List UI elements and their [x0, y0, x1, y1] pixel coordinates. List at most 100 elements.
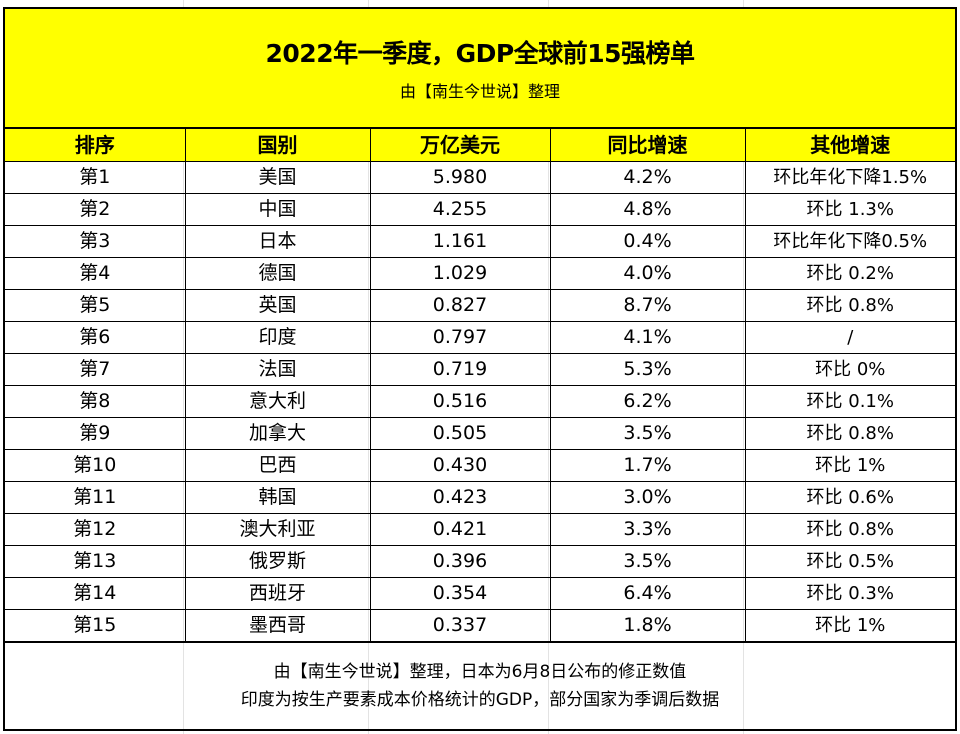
rank-cell[interactable]: 第13: [5, 545, 186, 578]
country-cell[interactable]: 印度: [184, 321, 371, 354]
yoy-growth-cell[interactable]: 3.5%: [549, 545, 746, 578]
column-header-other-growth[interactable]: 其他增速: [744, 128, 955, 162]
country-cell[interactable]: 韩国: [184, 481, 371, 514]
subtitle: 由【南生今世说】整理: [399, 82, 560, 101]
yoy-growth-cell[interactable]: 1.7%: [549, 449, 746, 482]
column-header-yoy-growth[interactable]: 同比增速: [549, 128, 746, 162]
table-row: 第5 英国 0.827 8.7% 环比 0.8%: [5, 289, 955, 322]
gdp-table: 排序 国别 万亿美元 同比增速 其他增速 第1 美国 5.980 4.2% 环比年化下降…: [5, 128, 955, 642]
gdp-cell[interactable]: 0.354: [369, 577, 551, 610]
rank-cell[interactable]: 第1: [5, 161, 186, 194]
yoy-growth-cell[interactable]: 4.1%: [549, 321, 746, 354]
rank-cell[interactable]: 第6: [5, 321, 186, 354]
table-row: 第3 日本 1.161 0.4% 环比年化下降0.5%: [5, 225, 955, 258]
rank-cell[interactable]: 第2: [5, 193, 186, 226]
table-row: 第13 俄罗斯 0.396 3.5% 环比 0.5%: [5, 545, 955, 578]
gdp-cell[interactable]: 0.396: [369, 545, 551, 578]
table-row: 第6 印度 0.797 4.1% /: [5, 321, 955, 354]
title-block: 2022年一季度，GDP全球前15强榜单 由【南生今世说】整理: [5, 9, 955, 128]
other-growth-cell[interactable]: 环比 1%: [744, 609, 955, 642]
gdp-cell[interactable]: 0.516: [369, 385, 551, 418]
country-cell[interactable]: 墨西哥: [184, 609, 371, 642]
column-header-gdp[interactable]: 万亿美元: [369, 128, 551, 162]
footer-note: 由【南生今世说】整理，日本为6月8日公布的修正数值: [273, 662, 687, 682]
rank-cell[interactable]: 第12: [5, 513, 186, 546]
other-growth-cell[interactable]: 环比 0.1%: [744, 385, 955, 418]
other-growth-cell[interactable]: 环比年化下降1.5%: [744, 161, 955, 194]
rank-cell[interactable]: 第8: [5, 385, 186, 418]
country-cell[interactable]: 巴西: [184, 449, 371, 482]
gdp-ranking-sheet: 2022年一季度，GDP全球前15强榜单 由【南生今世说】整理 排序 国别 万亿…: [3, 7, 957, 731]
gdp-cell[interactable]: 1.161: [369, 225, 551, 258]
other-growth-cell[interactable]: 环比 1.3%: [744, 193, 955, 226]
table-row: 第8 意大利 0.516 6.2% 环比 0.1%: [5, 385, 955, 418]
country-cell[interactable]: 中国: [184, 193, 371, 226]
yoy-growth-cell[interactable]: 3.0%: [549, 481, 746, 514]
country-cell[interactable]: 美国: [184, 161, 371, 194]
gdp-cell[interactable]: 1.029: [369, 257, 551, 290]
rank-cell[interactable]: 第4: [5, 257, 186, 290]
header-row: 排序 国别 万亿美元 同比增速 其他增速: [5, 128, 955, 162]
yoy-growth-cell[interactable]: 1.8%: [549, 609, 746, 642]
yoy-growth-cell[interactable]: 4.0%: [549, 257, 746, 290]
rank-cell[interactable]: 第3: [5, 225, 186, 258]
column-header-country[interactable]: 国别: [184, 128, 371, 162]
gdp-cell[interactable]: 0.423: [369, 481, 551, 514]
yoy-growth-cell[interactable]: 6.2%: [549, 385, 746, 418]
gdp-cell[interactable]: 0.827: [369, 289, 551, 322]
other-growth-cell[interactable]: 环比 0.5%: [744, 545, 955, 578]
yoy-growth-cell[interactable]: 8.7%: [549, 289, 746, 322]
table-row: 第7 法国 0.719 5.3% 环比 0%: [5, 353, 955, 386]
country-cell[interactable]: 澳大利亚: [184, 513, 371, 546]
rank-cell[interactable]: 第10: [5, 449, 186, 482]
other-growth-cell[interactable]: 环比 0.8%: [744, 289, 955, 322]
rank-cell[interactable]: 第5: [5, 289, 186, 322]
other-growth-cell[interactable]: 环比 0.8%: [744, 513, 955, 546]
country-cell[interactable]: 西班牙: [184, 577, 371, 610]
country-cell[interactable]: 日本: [184, 225, 371, 258]
other-growth-cell[interactable]: 环比 0.2%: [744, 257, 955, 290]
country-cell[interactable]: 法国: [184, 353, 371, 386]
gdp-cell[interactable]: 0.505: [369, 417, 551, 450]
yoy-growth-cell[interactable]: 3.3%: [549, 513, 746, 546]
rank-cell[interactable]: 第7: [5, 353, 186, 386]
country-cell[interactable]: 德国: [184, 257, 371, 290]
other-growth-cell[interactable]: 环比年化下降0.5%: [744, 225, 955, 258]
yoy-growth-cell[interactable]: 6.4%: [549, 577, 746, 610]
column-header-rank[interactable]: 排序: [5, 128, 186, 162]
yoy-growth-cell[interactable]: 4.2%: [549, 161, 746, 194]
table-row: 第9 加拿大 0.505 3.5% 环比 0.8%: [5, 417, 955, 450]
country-cell[interactable]: 俄罗斯: [184, 545, 371, 578]
rank-cell[interactable]: 第9: [5, 417, 186, 450]
yoy-growth-cell[interactable]: 4.8%: [549, 193, 746, 226]
other-growth-cell[interactable]: 环比 0%: [744, 353, 955, 386]
table-row: 第1 美国 5.980 4.2% 环比年化下降1.5%: [5, 161, 955, 194]
gdp-cell[interactable]: 4.255: [369, 193, 551, 226]
gdp-cell[interactable]: 0.797: [369, 321, 551, 354]
country-cell[interactable]: 加拿大: [184, 417, 371, 450]
yoy-growth-cell[interactable]: 0.4%: [549, 225, 746, 258]
rank-cell[interactable]: 第11: [5, 481, 186, 514]
yoy-growth-cell[interactable]: 5.3%: [549, 353, 746, 386]
other-growth-cell[interactable]: 环比 0.3%: [744, 577, 955, 610]
gdp-cell[interactable]: 0.719: [369, 353, 551, 386]
gdp-cell[interactable]: 0.337: [369, 609, 551, 642]
other-growth-cell[interactable]: 环比 1%: [744, 449, 955, 482]
gdp-cell[interactable]: 0.421: [369, 513, 551, 546]
other-growth-cell[interactable]: 环比 0.6%: [744, 481, 955, 514]
footer-note: 印度为按生产要素成本价格统计的GDP，部分国家为季调后数据: [240, 690, 720, 710]
table-row: 第14 西班牙 0.354 6.4% 环比 0.3%: [5, 577, 955, 610]
yoy-growth-cell[interactable]: 3.5%: [549, 417, 746, 450]
gdp-cell[interactable]: 0.430: [369, 449, 551, 482]
country-cell[interactable]: 英国: [184, 289, 371, 322]
gdp-cell[interactable]: 5.980: [369, 161, 551, 194]
rank-cell[interactable]: 第15: [5, 609, 186, 642]
table-row: 第4 德国 1.029 4.0% 环比 0.2%: [5, 257, 955, 290]
other-growth-cell[interactable]: /: [744, 321, 955, 354]
other-growth-cell[interactable]: 环比 0.8%: [744, 417, 955, 450]
table-row: 第12 澳大利亚 0.421 3.3% 环比 0.8%: [5, 513, 955, 546]
table-row: 第2 中国 4.255 4.8% 环比 1.3%: [5, 193, 955, 226]
table-row: 第11 韩国 0.423 3.0% 环比 0.6%: [5, 481, 955, 514]
rank-cell[interactable]: 第14: [5, 577, 186, 610]
country-cell[interactable]: 意大利: [184, 385, 371, 418]
